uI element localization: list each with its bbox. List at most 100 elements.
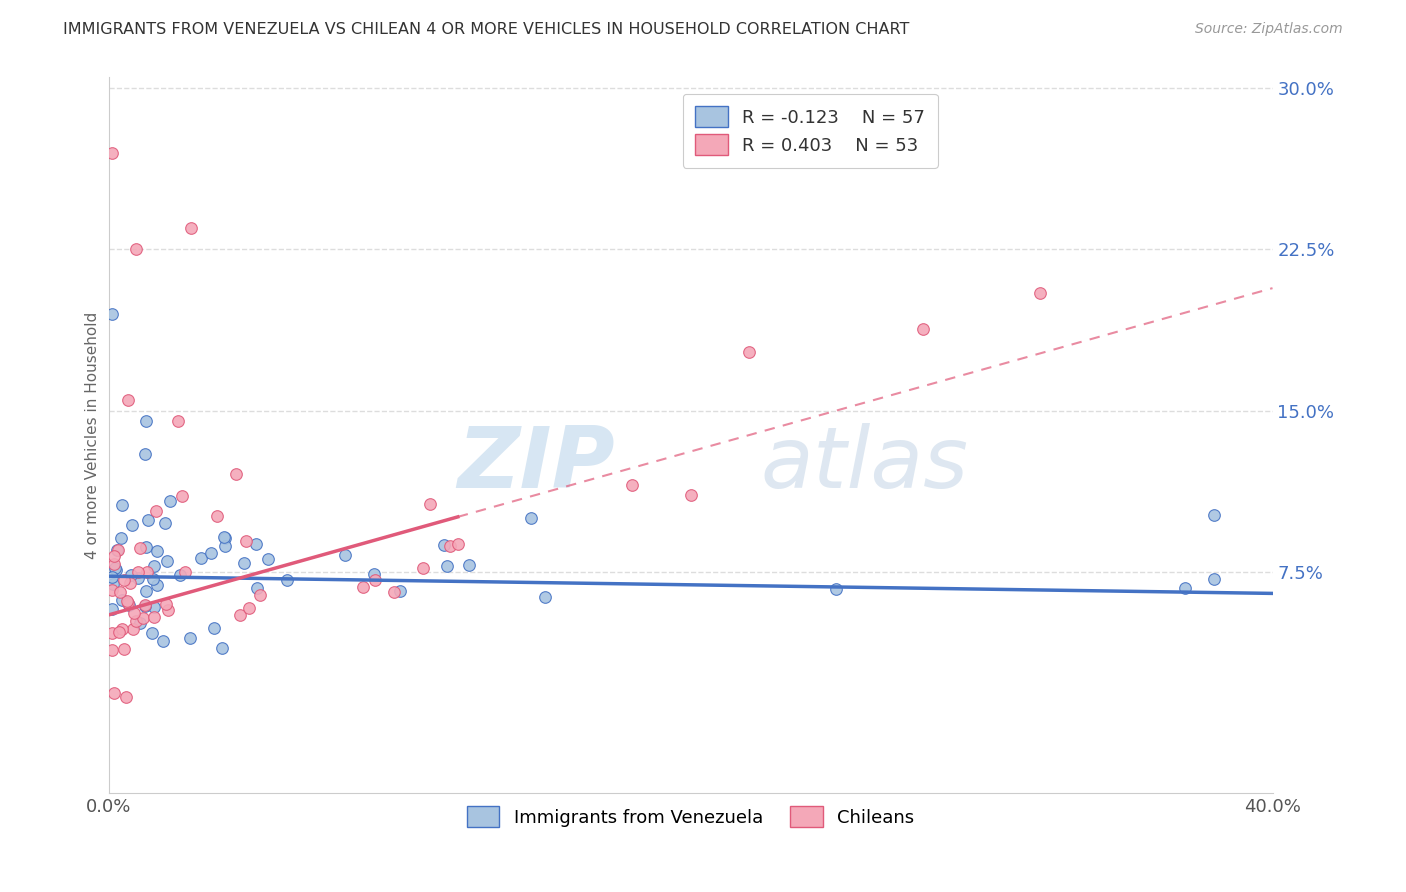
Point xyxy=(249,588,271,602)
Point xyxy=(100,643,122,657)
Point xyxy=(276,573,298,587)
Point xyxy=(100,307,122,321)
Point xyxy=(169,567,191,582)
Point xyxy=(172,490,194,504)
Point xyxy=(205,509,228,524)
Point xyxy=(145,544,167,558)
Point xyxy=(141,626,163,640)
Point xyxy=(363,566,385,581)
Point xyxy=(211,640,233,655)
Point xyxy=(214,530,236,544)
Point xyxy=(100,625,122,640)
Point xyxy=(412,561,434,575)
Point xyxy=(125,615,148,629)
Point xyxy=(1204,573,1226,587)
Point xyxy=(103,549,125,563)
Point xyxy=(142,573,165,587)
Point xyxy=(122,622,145,636)
Point xyxy=(621,478,644,492)
Point xyxy=(156,603,179,617)
Point xyxy=(245,537,267,551)
Point xyxy=(111,622,134,636)
Point xyxy=(100,582,122,597)
Point xyxy=(111,593,134,607)
Point xyxy=(1029,286,1052,301)
Point xyxy=(246,582,269,596)
Point xyxy=(190,551,212,566)
Point xyxy=(134,447,156,461)
Point xyxy=(143,600,166,615)
Point xyxy=(152,634,174,648)
Point xyxy=(738,345,761,359)
Point xyxy=(135,565,157,579)
Point xyxy=(135,414,157,428)
Point xyxy=(142,558,165,573)
Point xyxy=(100,145,122,160)
Legend: Immigrants from Venezuela, Chileans: Immigrants from Venezuela, Chileans xyxy=(460,799,921,834)
Point xyxy=(229,607,252,622)
Point xyxy=(100,569,122,583)
Point xyxy=(145,504,167,518)
Point xyxy=(129,615,152,630)
Point xyxy=(135,583,157,598)
Point xyxy=(173,565,195,579)
Point xyxy=(167,414,190,428)
Point xyxy=(118,598,141,612)
Point xyxy=(143,609,166,624)
Point xyxy=(1174,581,1197,595)
Point xyxy=(146,578,169,592)
Point xyxy=(125,243,148,257)
Point xyxy=(104,560,127,574)
Point xyxy=(108,584,131,599)
Point xyxy=(136,513,159,527)
Point xyxy=(200,545,222,559)
Point xyxy=(457,558,479,573)
Point xyxy=(214,539,236,553)
Point xyxy=(104,563,127,577)
Point xyxy=(825,582,848,596)
Point xyxy=(388,583,411,598)
Point xyxy=(232,556,254,570)
Point xyxy=(111,498,134,512)
Point xyxy=(534,590,557,604)
Point xyxy=(105,543,128,558)
Point xyxy=(447,537,470,551)
Point xyxy=(520,511,543,525)
Text: IMMIGRANTS FROM VENEZUELA VS CHILEAN 4 OR MORE VEHICLES IN HOUSEHOLD CORRELATION: IMMIGRANTS FROM VENEZUELA VS CHILEAN 4 O… xyxy=(63,22,910,37)
Point xyxy=(155,554,177,568)
Point xyxy=(122,606,145,620)
Text: ZIP: ZIP xyxy=(457,423,614,506)
Point xyxy=(180,221,202,235)
Point xyxy=(135,540,157,554)
Point xyxy=(363,573,385,587)
Point xyxy=(115,690,138,705)
Point xyxy=(112,642,135,657)
Point xyxy=(439,539,461,553)
Point xyxy=(127,565,149,579)
Point xyxy=(202,621,225,635)
Point xyxy=(433,538,456,552)
Point xyxy=(912,322,935,336)
Point xyxy=(679,488,702,502)
Point xyxy=(103,686,125,700)
Point xyxy=(120,568,142,582)
Point xyxy=(127,571,149,585)
Point xyxy=(257,552,280,566)
Point xyxy=(101,577,124,591)
Point xyxy=(238,600,260,615)
Point xyxy=(134,599,156,613)
Point xyxy=(107,624,129,639)
Point xyxy=(1204,508,1226,522)
Point xyxy=(117,392,139,407)
Point xyxy=(112,574,135,588)
Point xyxy=(235,534,257,549)
Point xyxy=(225,467,247,481)
Point xyxy=(335,548,357,562)
Point xyxy=(155,597,177,611)
Point xyxy=(118,575,141,590)
Point xyxy=(110,531,132,545)
Y-axis label: 4 or more Vehicles in Household: 4 or more Vehicles in Household xyxy=(86,312,100,559)
Point xyxy=(214,531,236,545)
Point xyxy=(159,494,181,508)
Point xyxy=(153,516,176,530)
